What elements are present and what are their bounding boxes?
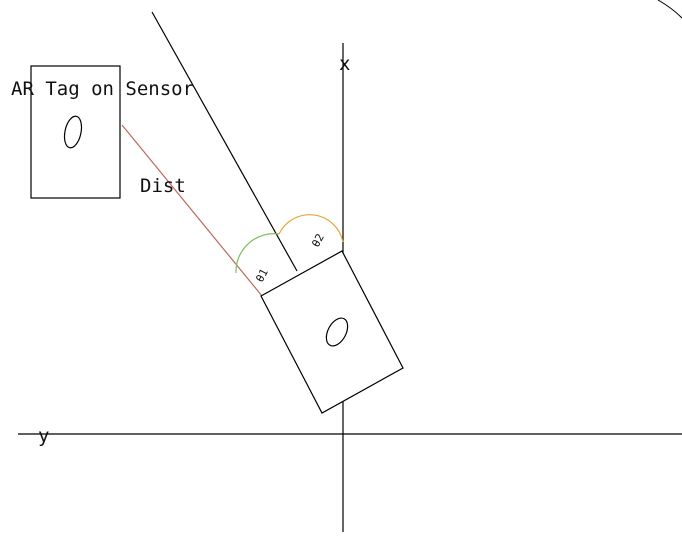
theta2-arc — [278, 214, 344, 243]
robot-marker — [325, 317, 349, 347]
y-axis-label: y — [38, 425, 49, 447]
theta2-label: θ2 — [309, 232, 327, 250]
distance-line — [121, 124, 263, 297]
x-axis-label: x — [339, 53, 350, 75]
ar-tag-box — [30, 65, 121, 199]
robot-body — [260, 250, 404, 414]
heading-line — [151, 11, 298, 272]
ar-tag-marker — [63, 115, 83, 149]
theta1-label: θ1 — [253, 267, 271, 285]
theta1-arc — [235, 233, 280, 274]
ar-tag-label: AR Tag on Sensor — [11, 78, 194, 100]
dist-label: Dist — [140, 175, 186, 197]
corner-arc — [657, 0, 682, 19]
